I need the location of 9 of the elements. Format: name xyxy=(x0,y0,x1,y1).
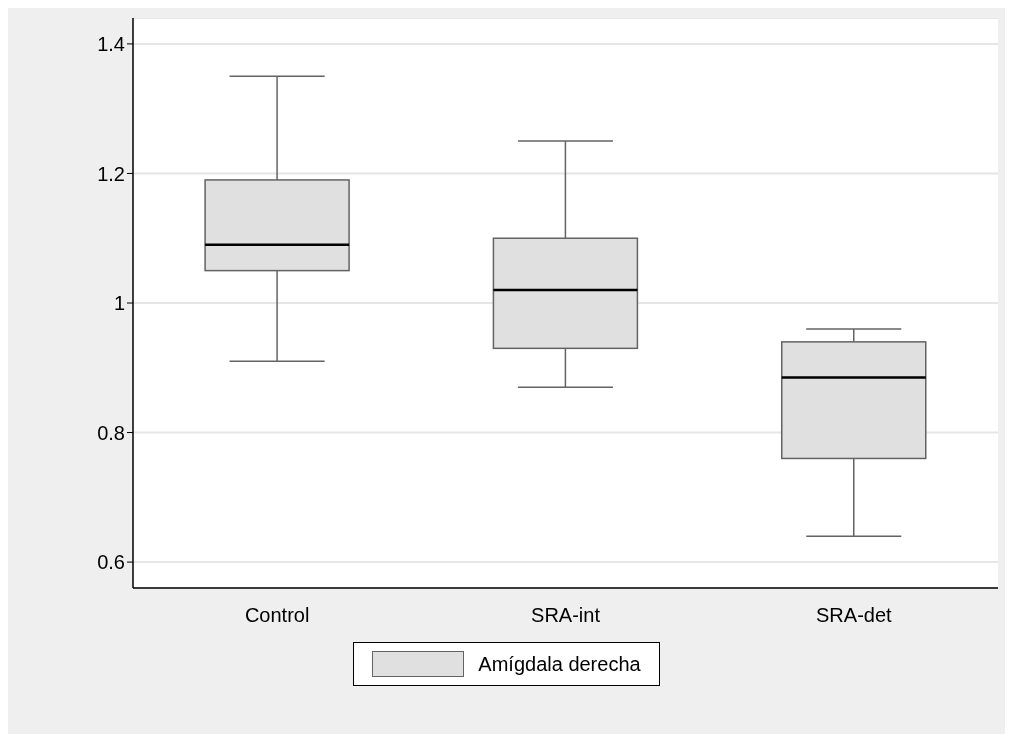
y-tick-label: 0.6 xyxy=(97,551,125,574)
y-tick-label: 0.8 xyxy=(97,421,125,444)
y-tick-label: 1.2 xyxy=(97,162,125,185)
legend-label: Amígdala derecha xyxy=(478,652,641,676)
y-tick-label: 1 xyxy=(113,292,125,315)
x-tick-label: SRA-det xyxy=(816,604,893,627)
x-tick-label: Control xyxy=(244,604,310,627)
y-tick-label: 1.4 xyxy=(97,33,125,56)
x-tick-label: SRA-int xyxy=(531,604,601,627)
